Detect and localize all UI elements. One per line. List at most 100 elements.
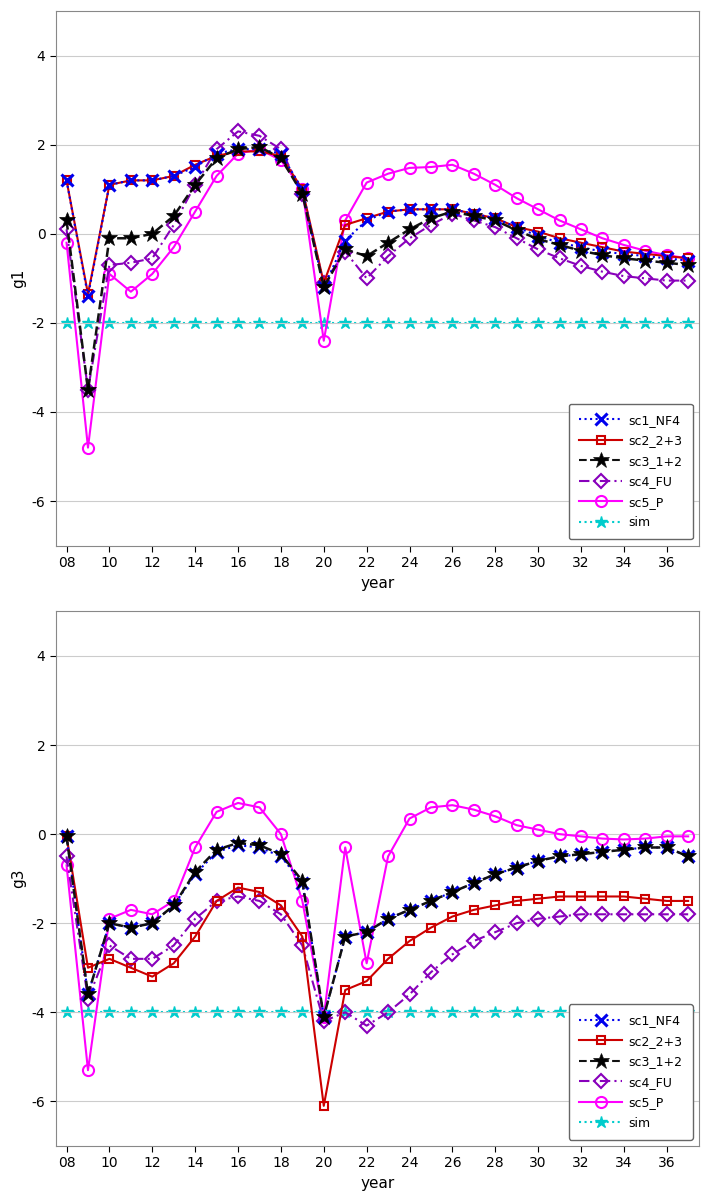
sc3_1+2 [362,924,371,939]
sc5_P [513,191,521,206]
sc4_FU [577,258,585,273]
Y-axis label: g1: g1 [11,269,26,288]
sc4_FU [598,908,606,922]
sc2_2+3 [427,921,435,935]
sc3_1+2 [577,847,585,862]
sc3_1+2 [405,222,414,237]
sc4_FU [170,218,178,232]
sc2_2+3 [362,212,371,226]
sim [641,316,650,331]
sim [662,1005,671,1019]
sc1_NF4 [170,168,178,183]
sc2_2+3 [598,240,606,255]
sc3_1+2 [105,916,114,930]
X-axis label: year: year [360,576,395,590]
sc2_2+3 [513,220,521,234]
sc4_FU [105,939,114,953]
Line: sc5_P: sc5_P [61,797,694,1076]
sc5_P [320,333,328,347]
sc1_NF4 [662,251,671,266]
sim [448,1005,457,1019]
sc4_FU [384,249,393,263]
sc4_FU [684,273,692,287]
sc5_P [598,832,606,846]
sc3_1+2 [234,142,242,156]
sc4_FU [341,244,349,258]
sc4_FU [148,952,156,966]
sc3_1+2 [212,151,221,166]
sc1_NF4 [427,202,435,216]
sc5_P [577,829,585,844]
sc2_2+3 [469,903,478,917]
sc4_FU [577,908,585,922]
sc3_1+2 [448,885,457,899]
sim [105,1005,114,1019]
sc4_FU [513,231,521,245]
sc1_NF4 [62,829,71,844]
X-axis label: year: year [360,1176,395,1191]
sim [298,316,307,331]
sc2_2+3 [620,889,628,904]
sc4_FU [320,275,328,290]
sim [126,1005,135,1019]
sc1_NF4 [362,213,371,227]
sc2_2+3 [62,829,71,844]
sc5_P [255,801,263,815]
sc3_1+2 [277,847,285,862]
sc5_P [255,142,263,156]
Line: sc3_1+2: sc3_1+2 [58,828,697,1025]
sc5_P [513,819,521,833]
sim [320,1005,328,1019]
sc4_FU [405,231,414,245]
sim [170,316,178,331]
sc2_2+3 [448,202,457,216]
sc2_2+3 [298,182,307,196]
sc4_FU [212,894,221,909]
sc1_NF4 [320,1010,328,1024]
sc5_P [170,894,178,909]
sc3_1+2 [84,382,92,397]
sc4_FU [469,934,478,948]
sim [277,1005,285,1019]
sc2_2+3 [212,149,221,163]
sim [427,1005,435,1019]
sc2_2+3 [362,974,371,988]
sc4_FU [641,908,650,922]
sc4_FU [234,889,242,904]
Line: sc1_NF4: sc1_NF4 [61,143,694,302]
sc2_2+3 [341,983,349,998]
sc3_1+2 [298,874,307,888]
sc4_FU [641,272,650,286]
sc5_P [341,840,349,855]
sc3_1+2 [684,257,692,272]
sc4_FU [255,894,263,909]
sc1_NF4 [212,147,221,161]
sc5_P [234,796,242,810]
sc4_FU [170,939,178,953]
sc4_FU [84,992,92,1006]
sc2_2+3 [62,173,71,188]
sc5_P [684,251,692,266]
sc3_1+2 [620,251,628,266]
sc5_P [62,236,71,250]
sc3_1+2 [320,1010,328,1024]
sc1_NF4 [170,898,178,912]
sc4_FU [448,207,457,221]
sc2_2+3 [384,952,393,966]
sc3_1+2 [191,864,200,879]
sc2_2+3 [684,251,692,266]
sc5_P [577,222,585,237]
sc3_1+2 [448,204,457,219]
sim [62,1005,71,1019]
sc1_NF4 [448,885,457,899]
Line: sc2_2+3: sc2_2+3 [62,148,692,298]
sc3_1+2 [534,853,542,868]
sc5_P [298,182,307,196]
Line: sc5_P: sc5_P [61,143,694,453]
sc3_1+2 [277,151,285,166]
sc1_NF4 [148,173,156,188]
sc5_P [277,827,285,841]
sc5_P [126,285,135,299]
sc3_1+2 [384,911,393,926]
sc3_1+2 [126,231,135,245]
